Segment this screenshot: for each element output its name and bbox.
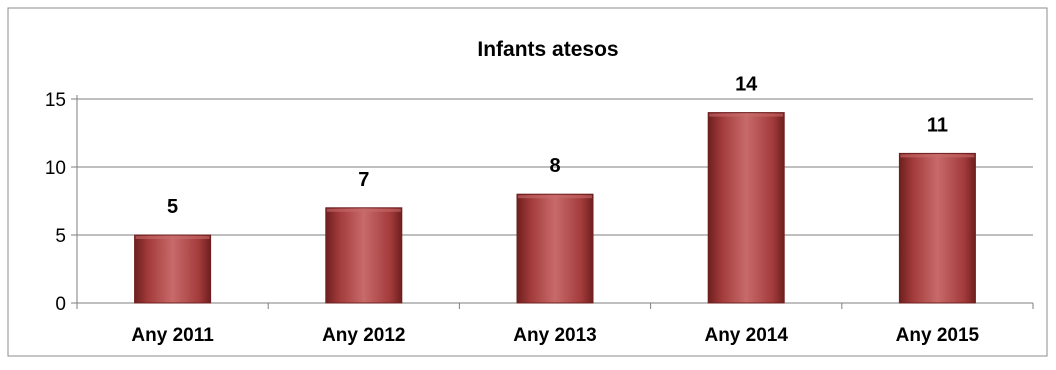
bar <box>707 112 785 304</box>
bar-bevel <box>135 236 210 239</box>
x-tick-label: Any 2014 <box>704 325 788 346</box>
bar-bevel <box>518 195 592 199</box>
y-tick-label: 0 <box>55 294 66 315</box>
y-tick-label: 5 <box>55 226 66 247</box>
y-tick-label: 10 <box>45 158 66 179</box>
bar <box>898 152 976 304</box>
bars <box>134 112 976 304</box>
tick-labels: 0 5 10 15 Any 2011 Any 2012 Any 2013 Any 2014 An… <box>45 90 980 346</box>
x-tick-label: Any 2013 <box>513 325 596 346</box>
bar-bevel <box>326 208 401 212</box>
data-label: 7 <box>358 169 369 191</box>
bar <box>325 207 403 304</box>
data-label: 14 <box>735 74 758 96</box>
x-tick-label: Any 2012 <box>322 325 405 346</box>
y-tick-label: 15 <box>45 90 66 111</box>
data-labels: 5 7 8 14 11 <box>167 74 948 218</box>
data-label: 8 <box>549 155 560 177</box>
chart-border <box>7 7 1048 357</box>
bar <box>134 234 212 304</box>
bar <box>516 193 594 304</box>
bar-bevel <box>900 154 975 158</box>
bar-bevel <box>709 113 784 117</box>
chart-title: Infants atesos <box>477 38 618 61</box>
data-label: 5 <box>167 196 178 218</box>
x-tick-label: Any 2015 <box>896 325 980 346</box>
data-label: 11 <box>927 114 948 136</box>
x-tick-label: Any 2011 <box>131 325 214 346</box>
